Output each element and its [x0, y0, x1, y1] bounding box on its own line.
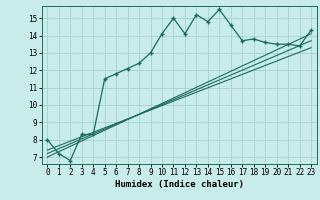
X-axis label: Humidex (Indice chaleur): Humidex (Indice chaleur) [115, 180, 244, 189]
